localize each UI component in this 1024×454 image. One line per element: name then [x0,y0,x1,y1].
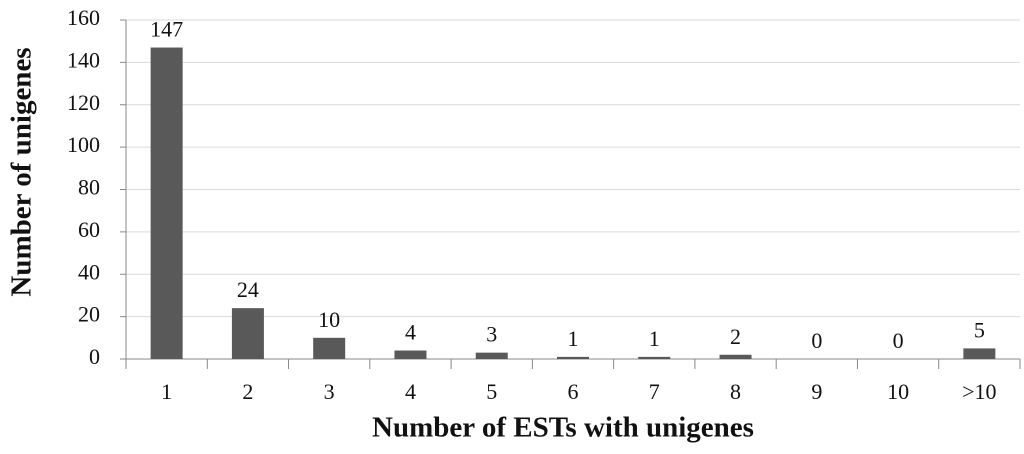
x-tick-label: 3 [324,379,335,404]
bar [394,350,427,359]
y-tick-label: 120 [67,90,100,115]
data-label: 3 [486,322,497,347]
bar [963,348,996,359]
bar [313,337,346,359]
bar [475,352,508,359]
y-tick-label: 60 [78,217,100,242]
x-axis-title: Number of ESTs with unigenes [372,412,754,444]
x-tick-label: 5 [486,379,497,404]
x-tick-label: 4 [405,379,416,404]
data-label: 0 [811,328,822,353]
data-label: 5 [974,317,985,342]
data-label: 4 [405,320,416,345]
y-tick-label: 160 [67,5,100,30]
y-tick-label: 140 [67,47,100,72]
y-tick-label: 40 [78,259,100,284]
x-tick-label: 1 [161,379,172,404]
bar [557,356,589,359]
x-tick-label: >10 [962,379,996,404]
bar [231,308,264,359]
bar [150,47,183,359]
x-tick-label: 9 [811,379,822,404]
bar [719,354,752,359]
y-tick-label: 0 [89,344,100,369]
data-label: 1 [568,326,579,351]
y-tick-label: 80 [78,175,100,200]
y-axis-title: Number of unigenes [6,47,38,296]
x-tick-label: 7 [649,379,660,404]
x-tick-label: 8 [730,379,741,404]
bar [638,356,671,359]
data-label: 24 [237,277,259,302]
data-label: 1 [649,326,660,351]
y-tick-label: 100 [67,132,100,157]
x-tick-label: 2 [242,379,253,404]
data-label: 2 [730,324,741,349]
data-label: 10 [318,307,340,332]
data-label: 147 [150,17,183,42]
y-tick-label: 20 [78,302,100,327]
data-label: 0 [893,328,904,353]
x-tick-label: 6 [568,379,579,404]
x-tick-label: 10 [887,379,909,404]
